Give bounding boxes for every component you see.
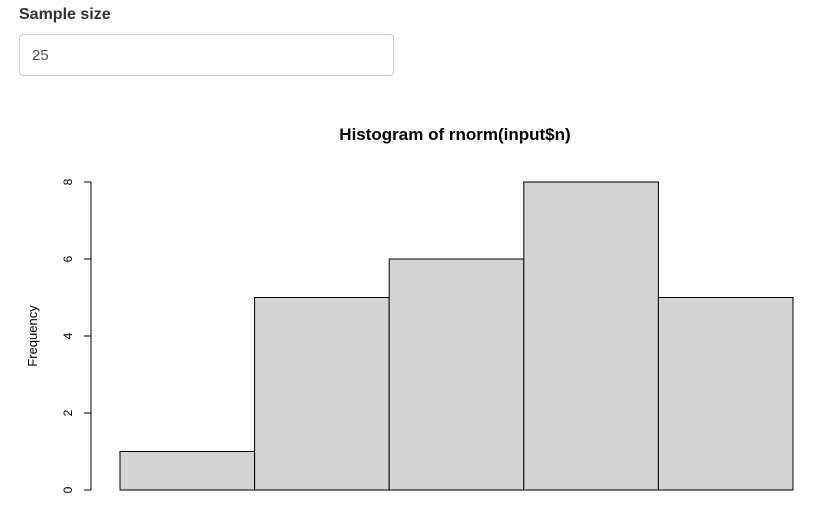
- histogram-bar: [523, 181, 659, 491]
- y-tick-label: 8: [61, 178, 75, 185]
- histogram-bar: [254, 297, 390, 491]
- chart-title: Histogram of rnorm(input$n): [339, 125, 570, 144]
- histogram-bar: [388, 258, 525, 491]
- sample-size-input[interactable]: [19, 34, 394, 76]
- y-tick-label: 2: [61, 409, 75, 416]
- bars: [119, 181, 794, 491]
- y-axis-label: Frequency: [25, 305, 40, 367]
- y-tick-label: 6: [61, 255, 75, 262]
- histogram-bar: [657, 297, 794, 491]
- y-axis: 0 2 4 6 8: [61, 178, 92, 493]
- y-tick-label: 0: [61, 486, 75, 493]
- histogram-chart: Histogram of rnorm(input$n) Frequency 0 2…: [25, 125, 794, 493]
- y-tick-label: 4: [61, 332, 75, 339]
- sample-size-label: Sample size: [19, 6, 111, 23]
- histogram-bar: [119, 451, 256, 491]
